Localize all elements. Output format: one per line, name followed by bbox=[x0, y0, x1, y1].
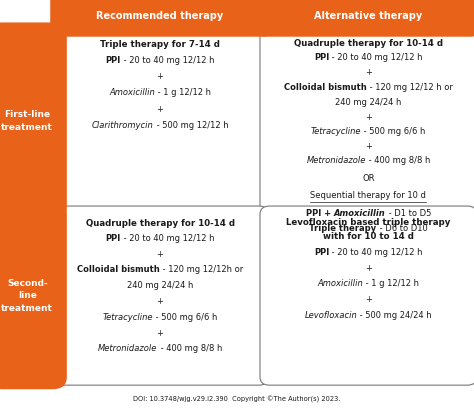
Text: - 1 g 12/12 h: - 1 g 12/12 h bbox=[155, 89, 211, 98]
Text: Clarithromycin: Clarithromycin bbox=[92, 121, 154, 130]
Text: - 20 to 40 mg 12/12 h: - 20 to 40 mg 12/12 h bbox=[329, 248, 423, 257]
Text: Tetracycline: Tetracycline bbox=[311, 127, 362, 136]
Text: +: + bbox=[156, 105, 164, 114]
Text: - D6 to D10: - D6 to D10 bbox=[377, 224, 428, 233]
Text: - 500 mg 12/12 h: - 500 mg 12/12 h bbox=[154, 121, 228, 130]
Text: Alternative therapy: Alternative therapy bbox=[314, 11, 422, 21]
FancyBboxPatch shape bbox=[0, 22, 67, 220]
Text: Quadruple therapy for 10-14 d: Quadruple therapy for 10-14 d bbox=[86, 219, 235, 228]
Text: Second-
line
treatment: Second- line treatment bbox=[1, 279, 53, 313]
Text: +: + bbox=[156, 250, 164, 259]
Text: - 400 mg 8/8 h: - 400 mg 8/8 h bbox=[366, 157, 430, 166]
FancyBboxPatch shape bbox=[260, 27, 474, 216]
FancyBboxPatch shape bbox=[260, 206, 474, 385]
Text: First-line
treatment: First-line treatment bbox=[1, 111, 53, 132]
Text: PPI: PPI bbox=[106, 234, 121, 243]
Text: +: + bbox=[156, 297, 164, 306]
Text: Recommended therapy: Recommended therapy bbox=[97, 11, 224, 21]
Text: Metronidazole: Metronidazole bbox=[307, 157, 366, 166]
Text: Tetracycline: Tetracycline bbox=[103, 313, 153, 322]
Text: Triple therapy for 7-14 d: Triple therapy for 7-14 d bbox=[100, 40, 220, 49]
Text: - 500 mg 6/6 h: - 500 mg 6/6 h bbox=[153, 313, 218, 322]
Text: Sequential therapy for 10 d: Sequential therapy for 10 d bbox=[310, 191, 426, 200]
Text: +: + bbox=[365, 295, 372, 304]
Text: Colloidal bismuth: Colloidal bismuth bbox=[284, 82, 367, 91]
FancyBboxPatch shape bbox=[0, 202, 67, 389]
FancyBboxPatch shape bbox=[259, 0, 474, 37]
Text: PPI: PPI bbox=[314, 53, 329, 62]
Text: - 20 to 40 mg 12/12 h: - 20 to 40 mg 12/12 h bbox=[329, 53, 423, 62]
Text: PPI +: PPI + bbox=[306, 208, 334, 217]
Text: - 400 mg 8/8 h: - 400 mg 8/8 h bbox=[157, 344, 222, 353]
Text: - 120 mg 12/12h or: - 120 mg 12/12h or bbox=[160, 265, 243, 274]
Text: +: + bbox=[156, 73, 164, 82]
Text: OR: OR bbox=[362, 175, 374, 184]
Text: 240 mg 24/24 h: 240 mg 24/24 h bbox=[127, 281, 193, 290]
Text: +: + bbox=[365, 142, 372, 151]
Text: Metronidazole: Metronidazole bbox=[98, 344, 157, 353]
Text: PPI: PPI bbox=[314, 248, 329, 257]
Text: with for 10 to 14 d: with for 10 to 14 d bbox=[323, 232, 414, 241]
Text: Colloidal bismuth: Colloidal bismuth bbox=[77, 265, 160, 274]
Text: +: + bbox=[365, 113, 372, 122]
FancyBboxPatch shape bbox=[52, 27, 268, 216]
Text: - 1 g 12/12 h: - 1 g 12/12 h bbox=[363, 279, 419, 288]
Text: - 120 mg 12/12 h or: - 120 mg 12/12 h or bbox=[367, 82, 453, 91]
Text: - 500 mg 6/6 h: - 500 mg 6/6 h bbox=[362, 127, 426, 136]
Text: +: + bbox=[365, 68, 372, 77]
Text: Amoxicillin: Amoxicillin bbox=[318, 279, 363, 288]
Text: - D1 to D5: - D1 to D5 bbox=[386, 208, 431, 217]
Text: Levofloxacin: Levofloxacin bbox=[305, 311, 357, 320]
Text: Levofloxacin based triple therapy: Levofloxacin based triple therapy bbox=[286, 218, 451, 227]
Text: 240 mg 24/24 h: 240 mg 24/24 h bbox=[335, 98, 401, 107]
Text: - 500 mg 24/24 h: - 500 mg 24/24 h bbox=[357, 311, 432, 320]
Text: - 20 to 40 mg 12/12 h: - 20 to 40 mg 12/12 h bbox=[121, 234, 214, 243]
Text: Quadruple therapy for 10-14 d: Quadruple therapy for 10-14 d bbox=[294, 39, 443, 48]
Text: DOI: 10.3748/wjg.v29.i2.390  Copyright ©The Author(s) 2023.: DOI: 10.3748/wjg.v29.i2.390 Copyright ©T… bbox=[133, 396, 341, 403]
Text: +: + bbox=[156, 328, 164, 337]
FancyBboxPatch shape bbox=[52, 206, 268, 385]
FancyBboxPatch shape bbox=[50, 0, 270, 37]
Text: Amoxicillin: Amoxicillin bbox=[109, 89, 155, 98]
Text: Amoxicillin: Amoxicillin bbox=[334, 208, 386, 217]
Text: Triple therapy: Triple therapy bbox=[310, 224, 377, 233]
Text: +: + bbox=[365, 264, 372, 273]
Text: - 20 to 40 mg 12/12 h: - 20 to 40 mg 12/12 h bbox=[121, 56, 214, 65]
Text: PPI: PPI bbox=[106, 56, 121, 65]
